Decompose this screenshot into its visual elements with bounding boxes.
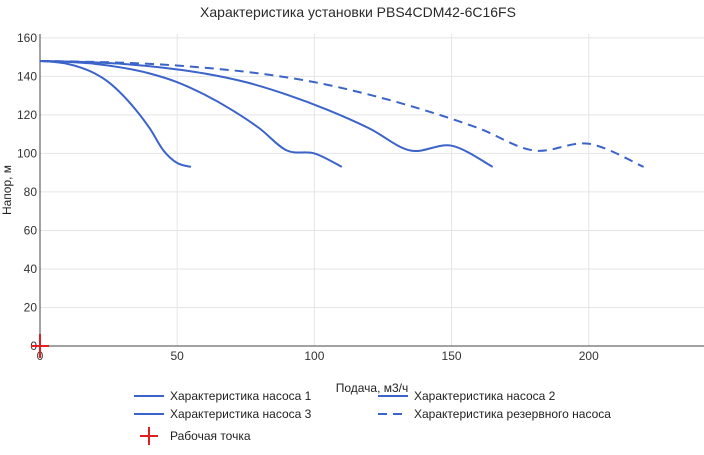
legend-label-point: Рабочая точка bbox=[170, 429, 251, 443]
y-tick-label: 100 bbox=[17, 146, 37, 160]
x-axis-title: Подача, м3/ч bbox=[336, 381, 409, 395]
x-tick-label: 100 bbox=[304, 349, 324, 363]
series-group bbox=[39, 59, 645, 168]
series-line-4 bbox=[39, 59, 645, 168]
y-tick-label: 20 bbox=[24, 300, 38, 314]
legend-label-4: Характеристика резервного насоса bbox=[414, 407, 611, 421]
y-tick-label: 80 bbox=[24, 185, 38, 199]
y-tick-label: 60 bbox=[24, 223, 38, 237]
grid bbox=[40, 34, 704, 346]
y-tick-label: 40 bbox=[24, 262, 38, 276]
series-line-1 bbox=[39, 59, 192, 168]
y-tick-label: 160 bbox=[17, 31, 37, 45]
series-line-3 bbox=[39, 59, 494, 168]
series-line-2 bbox=[39, 59, 343, 168]
x-tick-label: 150 bbox=[442, 349, 462, 363]
y-tick-label: 120 bbox=[17, 108, 37, 122]
x-tick-label: 50 bbox=[171, 349, 185, 363]
legend-label-3: Характеристика насоса 3 bbox=[170, 407, 312, 421]
legend-label-1: Характеристика насоса 1 bbox=[170, 389, 312, 403]
working-point-group bbox=[31, 334, 49, 358]
y-tick-label: 140 bbox=[17, 69, 37, 83]
legend-label-2: Характеристика насоса 2 bbox=[414, 389, 556, 403]
y-axis-title: Напор, м bbox=[0, 165, 14, 215]
axes: 050100150200020406080100120140160 bbox=[17, 31, 704, 363]
chart-title: Характеристика установки PBS4CDM42-6C16F… bbox=[200, 4, 516, 20]
x-tick-label: 200 bbox=[579, 349, 599, 363]
legend: Характеристика насоса 1 Характеристика на… bbox=[134, 389, 611, 445]
